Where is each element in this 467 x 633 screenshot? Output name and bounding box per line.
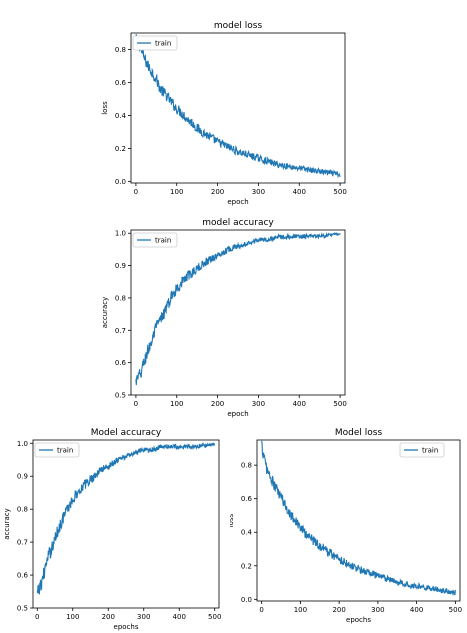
x-tick-label: 100: [170, 188, 183, 196]
y-tick-label: 1.0: [115, 230, 126, 238]
x-tick-label: 400: [293, 188, 306, 196]
series-line-train: [135, 34, 341, 179]
x-tick-label: 200: [102, 613, 115, 621]
plot-area-frame: [256, 439, 461, 602]
y-tick-label: 0.6: [241, 495, 253, 503]
x-axis-label: epochs: [346, 616, 371, 624]
y-tick-label: 0.6: [115, 359, 127, 367]
plot-area-frame: [32, 439, 220, 609]
legend-box: [132, 232, 178, 248]
plot-area-frame: [130, 32, 346, 184]
y-axis-label: loss: [230, 513, 235, 527]
x-tick-label: 500: [208, 613, 221, 621]
x-tick-label: 0: [259, 606, 263, 614]
legend-label: train: [155, 237, 171, 245]
x-axis-label: epoch: [227, 410, 248, 418]
y-tick-label: 0.8: [17, 506, 28, 514]
x-tick-label: 100: [294, 606, 307, 614]
x-axis-label: epochs: [114, 623, 139, 631]
series-line-train: [261, 440, 456, 596]
x-tick-label: 0: [134, 188, 138, 196]
legend-box: [399, 442, 445, 458]
y-axis-label: accuracy: [3, 508, 11, 540]
y-tick-label: 0.8: [115, 46, 126, 54]
x-tick-label: 300: [371, 606, 384, 614]
y-tick-label: 0.2: [241, 562, 252, 570]
model-loss-chart: model loss 0 100 200 300 400 500 0.0 0.2 0.4 0.6 0.…: [101, 21, 347, 206]
x-tick-label: 0: [134, 400, 138, 408]
legend-label: train: [57, 447, 73, 455]
x-axis-label: epoch: [227, 198, 248, 206]
legend-label: train: [155, 40, 171, 48]
series-line-train: [135, 231, 341, 386]
x-tick-label: 0: [35, 613, 39, 621]
y-tick-label: 0.7: [115, 327, 126, 335]
x-tick-label: 400: [410, 606, 423, 614]
model-accuracy-chart-lower: Model accuracy 0 100 200 300 400 500 0.5 0.6 0.7 0…: [3, 428, 221, 631]
x-tick-label: 200: [332, 606, 345, 614]
chart-title: Model accuracy: [91, 428, 162, 438]
x-tick-label: 300: [137, 613, 150, 621]
x-tick-label: 400: [293, 400, 306, 408]
model-loss-chart-lower: Model loss 0 100 200 300 400 500 0.0 0.2 0.4 0.6 0.…: [230, 428, 462, 624]
chart-title: model accuracy: [202, 218, 274, 228]
y-tick-label: 0.9: [115, 262, 126, 270]
y-tick-label: 0.4: [241, 529, 253, 537]
y-tick-label: 0.9: [17, 473, 28, 481]
x-tick-label: 200: [211, 188, 224, 196]
y-tick-label: 0.5: [115, 392, 126, 400]
y-tick-label: 0.5: [17, 605, 28, 613]
x-tick-label: 500: [449, 606, 462, 614]
x-tick-label: 300: [252, 400, 265, 408]
y-tick-label: 0.0: [115, 178, 126, 186]
x-tick-label: 200: [211, 400, 224, 408]
x-tick-label: 500: [333, 400, 346, 408]
y-axis-label: accuracy: [101, 297, 109, 329]
x-tick-label: 100: [170, 400, 183, 408]
chart-title: model loss: [214, 21, 263, 31]
y-tick-label: 0.6: [115, 79, 127, 87]
legend-label: train: [422, 447, 438, 455]
plot-area-frame: [130, 229, 346, 396]
legend-box: [34, 442, 80, 458]
x-tick-label: 300: [252, 188, 265, 196]
series-line-train: [36, 442, 216, 595]
y-tick-label: 0.8: [115, 294, 126, 302]
x-tick-label: 500: [333, 188, 346, 196]
y-tick-label: 0.0: [241, 596, 252, 604]
legend-box: [132, 35, 178, 51]
x-tick-label: 100: [66, 613, 79, 621]
y-tick-label: 0.7: [17, 539, 28, 547]
x-tick-label: 400: [173, 613, 186, 621]
chart-title: Model loss: [335, 428, 383, 438]
y-axis-label: loss: [101, 101, 109, 115]
y-tick-label: 0.4: [115, 112, 127, 120]
y-tick-label: 1.0: [17, 440, 28, 448]
y-tick-label: 0.8: [241, 462, 252, 470]
y-tick-label: 0.2: [115, 145, 126, 153]
y-tick-label: 0.6: [17, 572, 29, 580]
model-accuracy-chart: model accuracy 0 100 200 300 400 500 0.5 0.6 0.7 0…: [101, 218, 347, 418]
